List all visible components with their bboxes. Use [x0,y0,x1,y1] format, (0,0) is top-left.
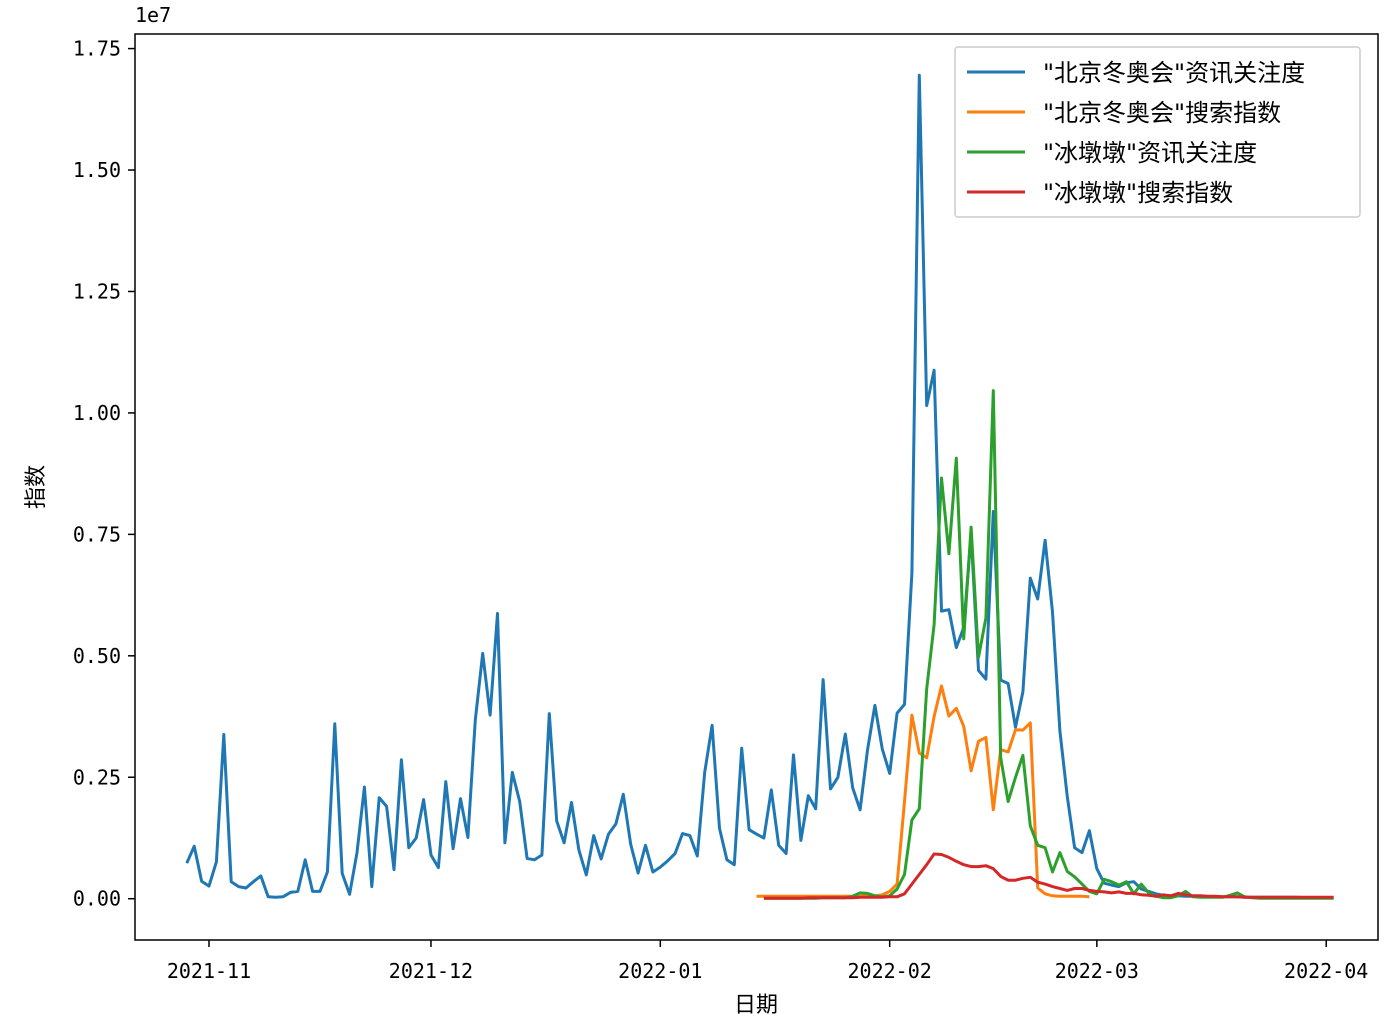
legend-box [954,46,1361,218]
x-axis-label: 日期 [734,993,778,1018]
y-tick-label-8: 1.75 [73,37,121,61]
x-tick-label-6: 2022-04 [1284,959,1368,983]
legend-label-1: "北京冬奥会"资讯关注度 [1043,59,1305,87]
legend-label-4: "冰墩墩"搜索指数 [1043,179,1233,207]
y-offset-text: 1e7 [135,3,171,27]
x-tick-label-2: 2021-12 [389,959,473,983]
y-axis-label: 指数 [24,465,49,509]
y-tick-label-5: 1.00 [73,401,121,425]
y-tick-label-7: 1.50 [73,158,121,182]
y-tick-label-1: 0.00 [73,887,121,911]
legend-label-3: "冰墩墩"资讯关注度 [1043,139,1257,167]
y-tick-label-4: 0.75 [73,522,121,546]
series-line-1 [185,73,1334,900]
x-axis: 2021-11 2021-12 2022-01 2022-02 2022-03 2022-… [167,940,1368,983]
y-axis: 0.00 0.25 0.50 0.75 1.00 1.25 1.50 1.75 [73,37,135,911]
y-tick-label-3: 0.50 [73,644,121,668]
x-tick-label-5: 2022-03 [1055,959,1139,983]
x-tick-label-1: 2021-11 [167,959,251,983]
plot-area-frame [134,33,1379,941]
x-tick-label-3: 2022-01 [618,959,702,983]
y-tick-label-2: 0.25 [73,765,121,789]
series-layer [185,73,1334,900]
y-tick-label-6: 1.25 [73,279,121,303]
x-tick-label-4: 2022-02 [848,959,932,983]
legend: "北京冬奥会"资讯关注度 "北京冬奥会"搜索指数 "冰墩墩"资讯关注度 "冰墩墩"搜索… [954,46,1361,218]
series-line-3 [763,389,1334,900]
legend-label-2: "北京冬奥会"搜索指数 [1043,99,1281,127]
series-line-4 [763,852,1334,900]
